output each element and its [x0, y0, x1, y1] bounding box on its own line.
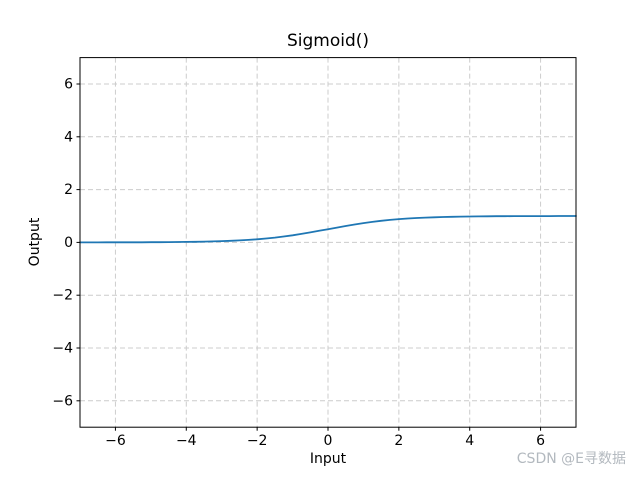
- x-tick-label: −4: [176, 433, 197, 449]
- x-tick-label: 2: [394, 433, 403, 449]
- sigmoid-curve: [79, 215, 577, 244]
- y-tick-label: 0: [64, 235, 73, 251]
- watermark-text: CSDN @E寻数据: [516, 451, 626, 467]
- y-tick-label: 6: [64, 77, 73, 93]
- y-tick-label: −2: [52, 288, 73, 304]
- y-tick-label: −6: [52, 393, 73, 409]
- y-tick-label: 2: [64, 182, 73, 198]
- x-tick-label: 6: [536, 433, 545, 449]
- x-tick-label: 0: [324, 433, 333, 449]
- y-tick-label: −4: [52, 341, 73, 357]
- x-tick-label: 4: [465, 433, 474, 449]
- x-tick-label: −6: [105, 433, 126, 449]
- y-tick-label: 4: [64, 129, 73, 145]
- x-tick-label: −2: [247, 433, 268, 449]
- chart-title: Sigmoid(): [286, 31, 370, 51]
- x-axis-label: Input: [309, 451, 347, 467]
